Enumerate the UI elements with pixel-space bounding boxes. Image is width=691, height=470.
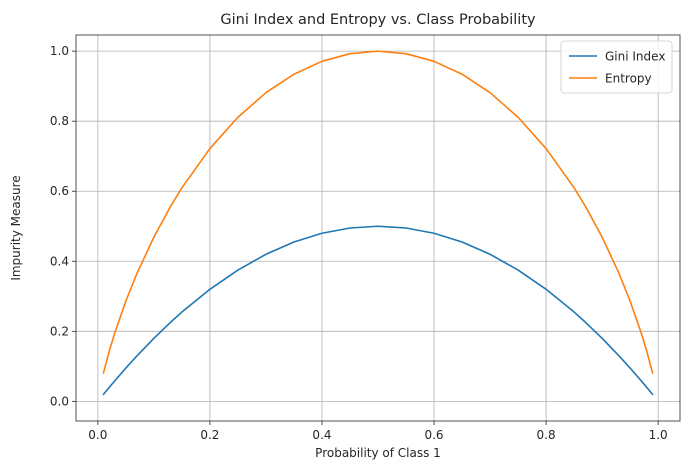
- legend-label-entropy: Entropy: [605, 72, 652, 86]
- plot-frame: [75, 34, 681, 422]
- legend-box: [560, 40, 673, 94]
- y-axis-label: Impurity Measure: [9, 175, 23, 280]
- y-tick-label: 0.8: [50, 114, 69, 128]
- y-tick-label: 0.0: [50, 394, 69, 408]
- axis-ticks: 0.0 0.2 0.4 0.6 0.8 1.0 0.0 0.2 0.4 0.6 0.8 1.0: [50, 44, 668, 442]
- legend: Gini Index Entropy: [560, 40, 673, 94]
- y-tick-label: 0.4: [50, 254, 69, 268]
- x-axis-label: Probability of Class 1: [315, 446, 441, 460]
- x-tick-label: 0.0: [88, 428, 107, 442]
- plot-background: [76, 35, 680, 421]
- x-tick-label: 0.2: [200, 428, 219, 442]
- x-tick-label: 0.4: [312, 428, 331, 442]
- x-tick-label: 1.0: [649, 428, 668, 442]
- series-layer: [102, 50, 654, 396]
- y-tick-label: 0.6: [50, 184, 69, 198]
- legend-label-gini-index: Gini Index: [605, 50, 665, 64]
- y-tick-label: 1.0: [50, 44, 69, 58]
- y-tick-label: 0.2: [50, 324, 69, 338]
- x-tick-label: 0.8: [537, 428, 556, 442]
- series-line-entropy: [102, 50, 654, 374]
- grid: [76, 35, 680, 421]
- chart-title: Gini Index and Entropy vs. Class Probabi…: [220, 12, 536, 28]
- series-line-gini-index: [102, 225, 654, 396]
- x-tick-label: 0.6: [424, 428, 443, 442]
